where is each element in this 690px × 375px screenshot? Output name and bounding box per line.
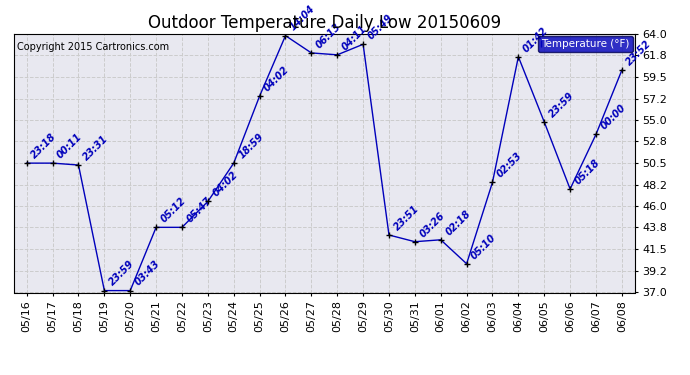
Text: 02:53: 02:53 (495, 151, 524, 180)
Text: 02:18: 02:18 (444, 208, 473, 237)
Text: 04:02: 04:02 (262, 64, 291, 93)
Text: 23:59: 23:59 (547, 90, 576, 119)
Text: 23:59: 23:59 (107, 259, 136, 288)
Text: 05:18: 05:18 (573, 158, 602, 186)
Text: 03:43: 03:43 (133, 259, 162, 288)
Text: 05:49: 05:49 (366, 13, 395, 42)
Text: 04:02: 04:02 (210, 170, 239, 199)
Legend: Temperature (°F): Temperature (°F) (538, 36, 633, 52)
Text: 23:31: 23:31 (81, 134, 110, 162)
Text: Copyright 2015 Cartronics.com: Copyright 2015 Cartronics.com (17, 42, 169, 51)
Text: 23:18: 23:18 (30, 132, 59, 160)
Text: 03:26: 03:26 (417, 210, 446, 239)
Text: 00:11: 00:11 (55, 132, 84, 160)
Text: 05:12: 05:12 (159, 196, 188, 225)
Title: Outdoor Temperature Daily Low 20150609: Outdoor Temperature Daily Low 20150609 (148, 14, 501, 32)
Text: 23:51: 23:51 (392, 203, 421, 232)
Text: 18:59: 18:59 (237, 132, 266, 160)
Text: 00:00: 00:00 (599, 103, 628, 132)
Text: 14:04: 14:04 (288, 4, 317, 33)
Text: 04:11: 04:11 (340, 23, 369, 52)
Text: 01:42: 01:42 (521, 25, 550, 54)
Text: 06:13: 06:13 (314, 21, 343, 50)
Text: 05:47: 05:47 (185, 196, 214, 225)
Text: 23:52: 23:52 (624, 39, 653, 68)
Text: 05:10: 05:10 (469, 232, 498, 261)
